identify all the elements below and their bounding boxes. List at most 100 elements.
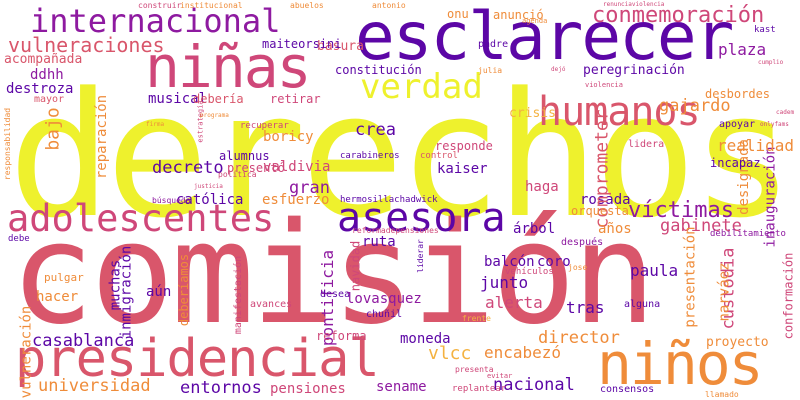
word-decreto: decreto bbox=[152, 158, 224, 178]
word-anuncio: anunció bbox=[493, 8, 544, 22]
word-conmemoracion: conmemoración bbox=[592, 3, 765, 28]
word-lidera: lidera bbox=[628, 139, 665, 150]
word-responsabilidad: responsabilidad bbox=[3, 107, 13, 181]
word-realidad: realidad bbox=[717, 136, 795, 155]
word-conformacion: conformación bbox=[781, 252, 796, 340]
word-debe: debe bbox=[8, 234, 30, 244]
word-gabinete: gabinete bbox=[660, 216, 742, 236]
word-lovasquez: lovasquez bbox=[346, 291, 422, 307]
word-tras: tras bbox=[566, 298, 605, 317]
word-evitar: evitar bbox=[487, 372, 513, 380]
word-llamado: llamado bbox=[705, 390, 739, 399]
word-humanos: humanos bbox=[538, 89, 701, 135]
word-presentacion: presentación bbox=[682, 226, 699, 328]
word-nacional: nacional bbox=[493, 375, 575, 395]
word-liderar: liderar bbox=[415, 239, 425, 273]
word-coro: coro bbox=[537, 254, 571, 270]
word-ruta: ruta bbox=[362, 234, 396, 250]
word-rosada: rosada bbox=[580, 192, 631, 208]
word-debilitamiento: debilitamiento bbox=[710, 229, 786, 239]
word-agenda: agenda bbox=[522, 17, 548, 25]
word-junto: junto bbox=[480, 273, 529, 292]
word-cadem: cadem bbox=[776, 109, 795, 116]
word-balcon: balcón bbox=[484, 254, 535, 270]
word-presento: presentó bbox=[227, 161, 285, 175]
word-destroza: destroza bbox=[6, 81, 74, 97]
word-director: director bbox=[538, 328, 620, 348]
word-gajardo: gajardo bbox=[659, 96, 731, 116]
word-aun: aún bbox=[146, 284, 172, 300]
word-valdivia: valdivia bbox=[263, 159, 331, 175]
word-construir: construir bbox=[138, 1, 182, 10]
word-estrategia: estrategia bbox=[196, 100, 205, 143]
word-presenta: presenta bbox=[455, 365, 494, 374]
word-abuelos: abuelos bbox=[290, 1, 324, 10]
word-avances: avances bbox=[250, 299, 293, 310]
word-jose: jose bbox=[568, 263, 588, 272]
word-replantear: replantear bbox=[452, 384, 507, 394]
word-anos: años bbox=[598, 221, 632, 237]
word-reparacion: reparación bbox=[94, 94, 111, 180]
word-derechos: derechos bbox=[8, 55, 794, 256]
word-onlyfams: onlyfams bbox=[760, 121, 789, 128]
word-arbol: árbol bbox=[513, 221, 556, 237]
word-kaiser: kaiser bbox=[437, 161, 488, 177]
word-justicia: justicia bbox=[194, 183, 223, 190]
word-politica: política bbox=[218, 170, 257, 179]
word-verdad: verdad bbox=[360, 67, 483, 107]
word-proyecto: proyecto bbox=[706, 335, 769, 350]
word-desbordes: desbordes bbox=[705, 87, 771, 101]
word-onu: onu bbox=[447, 7, 469, 21]
word-violencia: violencia bbox=[585, 81, 623, 89]
word-sename: sename bbox=[376, 379, 427, 395]
word-renunciaviolencia: renunciaviolencia bbox=[603, 1, 665, 8]
word-incapaz: incapaz bbox=[710, 156, 761, 170]
word-designada: designada bbox=[735, 139, 752, 215]
word-asesora: asesora bbox=[337, 195, 506, 241]
word-hacer: hacer bbox=[36, 289, 79, 305]
word-despues: después bbox=[561, 237, 604, 248]
word-responde: responde bbox=[435, 139, 493, 153]
word-reforma: reforma bbox=[316, 329, 367, 343]
word-crea: crea bbox=[355, 120, 396, 140]
word-haga: haga bbox=[525, 179, 559, 195]
word-desea: desea bbox=[320, 289, 351, 300]
word-constitucion: constitución bbox=[335, 63, 422, 77]
word-acompanada: acompañada bbox=[4, 52, 83, 67]
word-comision: comisión bbox=[10, 193, 656, 356]
word-catolica: católica bbox=[176, 192, 244, 208]
word-kast: kast bbox=[754, 25, 776, 35]
word-ddhh: ddhh bbox=[30, 67, 64, 83]
word-pulgar: pulgar bbox=[44, 271, 84, 284]
word-boricy: boricy bbox=[263, 129, 314, 145]
word-orquesta: orquesta bbox=[571, 204, 629, 218]
word-manifestacion: manifestación bbox=[233, 255, 245, 335]
word-victimas: víctimas bbox=[628, 198, 734, 223]
word-narvaez: narváez bbox=[716, 262, 733, 322]
word-antonio: antonio bbox=[372, 1, 406, 10]
word-plaza: plaza bbox=[718, 40, 767, 59]
word-inmigracion: inmigración bbox=[118, 245, 135, 339]
word-carabineros: carabineros bbox=[340, 151, 400, 161]
word-padre: padre bbox=[478, 39, 509, 50]
word-vehiculos: vehículos bbox=[505, 267, 554, 277]
word-casablanca: casablanca bbox=[32, 331, 135, 351]
word-crisis: crisis bbox=[509, 106, 556, 121]
word-chunil: chuñil bbox=[366, 309, 403, 320]
word-paula: paula bbox=[630, 261, 679, 280]
word-esfuerzo: esfuerzo bbox=[262, 192, 330, 208]
word-apoyar: apoyar bbox=[719, 119, 756, 130]
word-julia: julia bbox=[478, 66, 503, 75]
word-vulneracion: vulneración bbox=[18, 305, 35, 399]
word-gran: gran bbox=[289, 178, 330, 198]
word-retirar: retirar bbox=[270, 92, 321, 106]
word-control: control bbox=[420, 151, 458, 161]
word-ninas: niñas bbox=[145, 33, 312, 101]
word-consensos: consensos bbox=[600, 384, 655, 395]
word-firma: firma bbox=[146, 121, 165, 128]
word-mayor: mayor bbox=[34, 94, 65, 105]
word-frente: frente bbox=[462, 314, 491, 323]
word-alerta: alerta bbox=[485, 293, 543, 312]
word-maiteorsini: maiteorsini bbox=[262, 37, 342, 51]
word-basura: basura bbox=[317, 39, 364, 54]
